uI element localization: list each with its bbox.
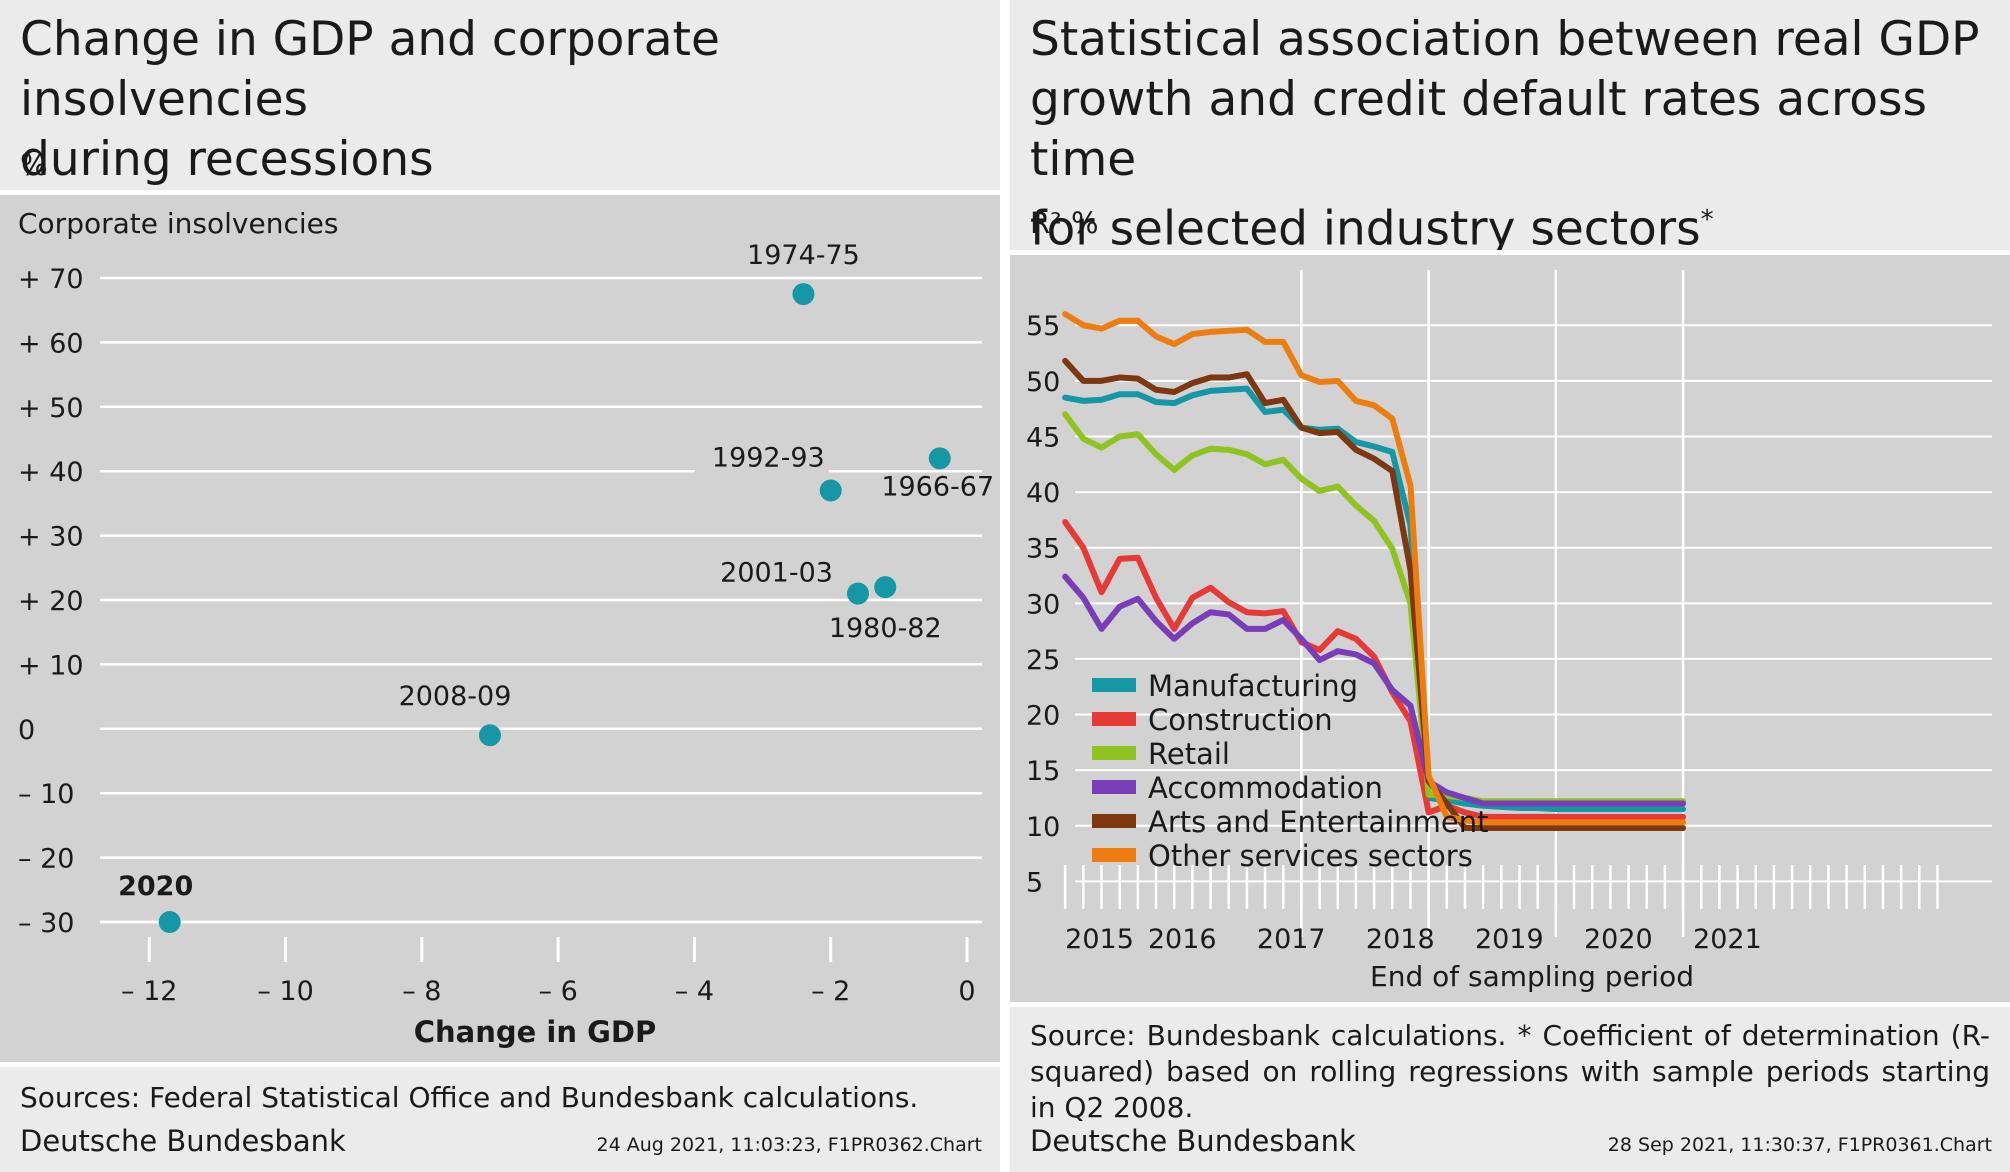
x-tick-label: – 10 — [257, 976, 313, 1007]
right-chart-title: Statistical association between real GDP… — [1030, 10, 2010, 260]
left-bottom-divider — [0, 1062, 1000, 1067]
x-tick-label: – 2 — [811, 976, 850, 1007]
x-tick-label: 2020 — [1584, 924, 1653, 955]
point-label: 1966-67 — [881, 471, 994, 502]
legend-label: Accommodation — [1148, 771, 1383, 805]
y-tick-label: + 10 — [18, 650, 84, 681]
data-point — [928, 447, 951, 470]
right-unit-label: R² % — [1030, 206, 1099, 240]
x-tick-label: 2018 — [1366, 924, 1435, 955]
y-tick-label: + 30 — [18, 522, 84, 553]
data-point — [819, 479, 842, 502]
left-unit-label: % — [20, 148, 48, 182]
data-point — [874, 576, 897, 599]
y-tick-label: + 40 — [18, 457, 84, 488]
line-chart: 5 10 15 20 25 30 35 40 45 50 55 2015 2016 2017 2018 201… — [1026, 270, 1992, 993]
y-tick-label: + 20 — [18, 586, 84, 617]
point-label: 2020 — [118, 871, 193, 902]
x-tick-label: 2016 — [1148, 924, 1217, 955]
legend-label: Retail — [1148, 737, 1230, 771]
right-title-line3: for selected industry sectors — [1030, 201, 1701, 257]
left-sources-note: Sources: Federal Statistical Office and … — [20, 1081, 919, 1114]
left-title-line2: during recessions — [20, 132, 434, 187]
legend-swatch — [1092, 678, 1136, 692]
legend-swatch — [1092, 746, 1136, 760]
series-line — [1062, 311, 1687, 826]
y-tick-label: 40 — [1026, 478, 1060, 509]
x-tick-label: – 6 — [538, 976, 577, 1007]
left-top-divider — [0, 190, 1000, 195]
legend-swatch — [1092, 712, 1136, 726]
right-title-line2: growth and credit default rates across t… — [1030, 72, 1928, 187]
data-point — [792, 283, 815, 306]
x-tick-label: – 12 — [121, 976, 177, 1007]
y-tick-label: 30 — [1026, 589, 1060, 620]
series-line — [1062, 519, 1687, 820]
y-tick-label: – 10 — [18, 779, 74, 810]
y-tick-label: 25 — [1026, 645, 1060, 676]
y-tick-label: + 60 — [18, 328, 84, 359]
x-tick-label: – 8 — [402, 976, 441, 1007]
y-tick-label: 55 — [1026, 311, 1060, 342]
right-top-divider — [1010, 250, 2010, 255]
point-label: 1974-75 — [747, 240, 860, 271]
data-point — [478, 724, 501, 747]
x-tick-label: 2021 — [1693, 924, 1762, 955]
series-line — [1062, 385, 1687, 813]
y-tick-label: 45 — [1026, 422, 1060, 453]
y-tick-label: 15 — [1026, 756, 1060, 787]
legend-swatch — [1092, 780, 1136, 794]
y-tick-label: + 50 — [18, 393, 84, 424]
right-panel: Statistical association between real GDP… — [1010, 0, 2010, 1172]
data-point — [158, 911, 181, 933]
y-axis-title: Corporate insolvencies — [18, 207, 338, 240]
left-organization: Deutsche Bundesbank — [20, 1124, 346, 1158]
data-point — [846, 582, 869, 605]
right-organization: Deutsche Bundesbank — [1030, 1124, 1356, 1158]
y-tick-label: 35 — [1026, 534, 1060, 565]
left-title-line1: Change in GDP and corporate insolvencies — [20, 12, 720, 127]
right-timestamp: 28 Sep 2021, 11:30:37, F1PR0361.Chart — [1607, 1134, 1992, 1156]
left-panel: Change in GDP and corporate insolvencies… — [0, 0, 1000, 1172]
point-label-bg — [694, 438, 829, 475]
legend-swatch — [1092, 848, 1136, 862]
y-tick-label: 20 — [1026, 701, 1060, 732]
right-title-line1: Statistical association between real GDP — [1030, 12, 1980, 67]
legend-label: Manufacturing — [1148, 669, 1358, 703]
legend-label: Arts and Entertainment — [1148, 805, 1489, 839]
y-tick-label: + 70 — [18, 264, 84, 295]
legend-swatch — [1092, 814, 1136, 828]
point-label: 2008-09 — [399, 681, 512, 712]
point-label: 1980-82 — [829, 613, 942, 644]
y-tick-label: 50 — [1026, 367, 1060, 398]
x-tick-label: 2019 — [1475, 924, 1544, 955]
right-title-footnote-mark: * — [1700, 205, 1714, 235]
y-tick-label: 0 — [18, 715, 35, 746]
legend-label: Other services sectors — [1148, 839, 1473, 873]
right-bottom-divider — [1010, 1002, 2010, 1007]
point-label: 2001-03 — [720, 558, 833, 589]
x-tick-label: 2017 — [1257, 924, 1326, 955]
left-timestamp: 24 Aug 2021, 11:03:23, F1PR0362.Chart — [596, 1134, 982, 1156]
x-axis-title: Change in GDP — [414, 1015, 656, 1049]
left-chart-area: Corporate insolvencies + 70 + 60 + 50 + 40 + … — [0, 195, 1000, 1062]
x-tick-label: – 4 — [675, 976, 714, 1007]
left-chart-title: Change in GDP and corporate insolvencies… — [20, 10, 1000, 190]
x-tick-label: 2015 — [1065, 924, 1134, 955]
right-chart-area: 5 10 15 20 25 30 35 40 45 50 55 2015 2016 2017 2018 201… — [1010, 255, 2010, 1002]
x-axis-title: End of sampling period — [1370, 960, 1694, 993]
y-tick-label: – 20 — [18, 844, 74, 875]
y-tick-label: – 30 — [18, 908, 74, 939]
y-tick-label: 5 — [1026, 867, 1043, 898]
legend-label: Construction — [1148, 703, 1333, 737]
series-line — [1062, 357, 1687, 831]
point-label: 1992-93 — [712, 443, 825, 474]
series-line — [1062, 573, 1687, 807]
x-tick-label: 0 — [958, 976, 975, 1007]
y-tick-label: 10 — [1026, 812, 1060, 843]
scatter-chart: Corporate insolvencies + 70 + 60 + 50 + 40 + … — [18, 207, 994, 1049]
right-sources-note: Source: Bundesbank calculations. * Coeff… — [1030, 1019, 1990, 1124]
